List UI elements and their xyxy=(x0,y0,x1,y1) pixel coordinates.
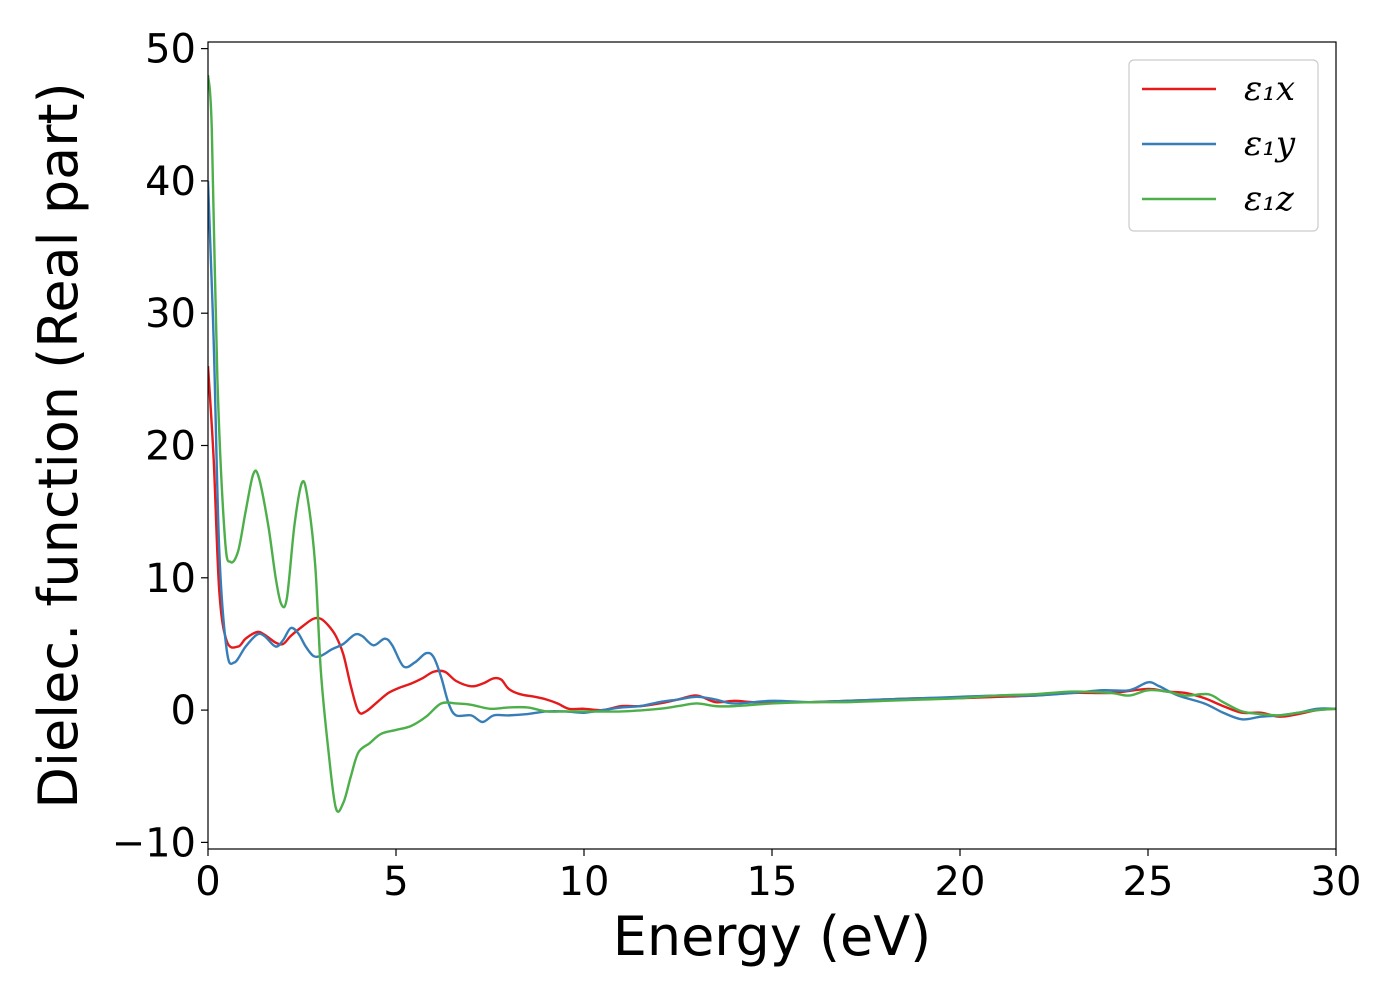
series-layer xyxy=(208,74,1336,813)
y-tick-label: 40 xyxy=(145,159,196,205)
legend-label-3: ε₁z xyxy=(1244,179,1295,219)
x-tick-label: 10 xyxy=(559,859,610,905)
x-tick-label: 15 xyxy=(747,859,798,905)
legend: ε₁x ε₁y ε₁z xyxy=(1128,59,1319,232)
y-axis-label: Dielec. function (Real part) xyxy=(27,82,90,808)
legend-label-1: ε₁x xyxy=(1244,69,1295,109)
legend-label-2: ε₁y xyxy=(1244,124,1296,164)
series-line-3 xyxy=(208,74,1336,813)
y-tick-label: 30 xyxy=(145,291,196,337)
x-tick-label: 5 xyxy=(383,859,408,905)
x-tick-label: 20 xyxy=(935,859,986,905)
x-tick-label: 0 xyxy=(195,859,220,905)
legend-box xyxy=(1128,59,1319,232)
x-axis-label: Energy (eV) xyxy=(613,905,932,968)
y-tick-label: 20 xyxy=(145,424,196,470)
series-line-2 xyxy=(208,180,1336,724)
x-tick-label: 25 xyxy=(1123,859,1174,905)
y-tick-label: 50 xyxy=(145,27,196,73)
y-tick-label: −10 xyxy=(112,820,196,866)
y-tick-label: 10 xyxy=(145,556,196,602)
y-tick-label: 0 xyxy=(171,688,196,734)
x-tick-label: 30 xyxy=(1311,859,1362,905)
